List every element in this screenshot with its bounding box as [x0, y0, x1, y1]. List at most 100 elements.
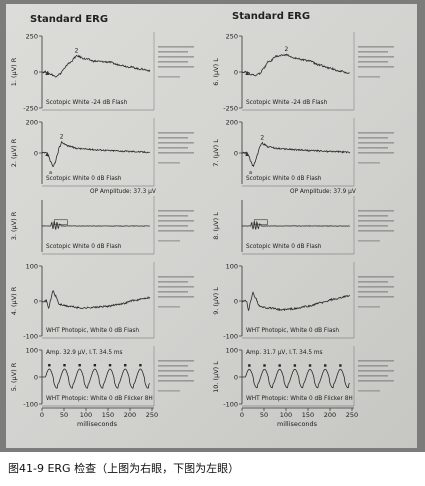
- y-tick-label: 0: [34, 298, 38, 306]
- table-text-line: [358, 230, 394, 232]
- measurement-table: [158, 46, 194, 78]
- y-tick-label: 100: [226, 263, 238, 271]
- table-text-line: [158, 306, 180, 308]
- table-text-line: [358, 291, 388, 293]
- a-wave-marker: a: [49, 170, 52, 176]
- y-tick-label: 200: [226, 119, 238, 127]
- erg-panel-1: 250 0 -250 1. (µV) R 2 Scotopic White -24 dB …: [10, 32, 194, 113]
- y-tick-label: 0: [234, 374, 238, 382]
- y-axis-label: 8. (µV) L: [212, 212, 220, 240]
- y-axis-label: 6. (µV) L: [212, 58, 220, 86]
- table-text-line: [358, 240, 380, 242]
- a-wave-marker: a: [249, 170, 252, 176]
- measurement-table: [358, 210, 394, 242]
- y-tick-label: -250: [223, 105, 238, 113]
- y-axis-label: 5. (µV) R: [10, 362, 18, 391]
- flicker-readout: Amp. 31.7 µV, I.T. 34.5 ms: [246, 350, 323, 356]
- table-text-line: [358, 276, 394, 278]
- table-text-line: [158, 240, 180, 242]
- table-text-line: [358, 375, 388, 377]
- x-tick-label: 200: [324, 411, 336, 419]
- table-text-line: [158, 230, 194, 232]
- y-axis-label: 3. (µV) R: [10, 211, 18, 240]
- table-text-line: [158, 46, 194, 48]
- table-text-line: [158, 380, 194, 382]
- waveform-2: [41, 140, 151, 168]
- table-text-line: [358, 152, 394, 154]
- table-text-line: [358, 306, 380, 308]
- waveform-10: [242, 368, 350, 389]
- y-tick-label: 200: [26, 119, 38, 127]
- table-text-line: [358, 225, 388, 227]
- erg-title-left: Standard ERG: [232, 11, 310, 22]
- panel-label: Scotopic White -24 dB Flash: [246, 100, 328, 106]
- op-marker-box: [254, 219, 268, 226]
- table-text-line: [158, 296, 194, 298]
- table-text-line: [158, 137, 188, 139]
- erg-panel-3: 3. (µV) R Scotopic White 0 dB Flash: [10, 196, 194, 255]
- flicker-peak-marker: [48, 364, 51, 367]
- table-text-line: [158, 215, 188, 217]
- table-text-line: [358, 137, 388, 139]
- y-tick-label: -100: [223, 401, 238, 409]
- y-tick-label: -250: [23, 105, 38, 113]
- y-axis-label: 2. (µV) R: [10, 138, 18, 167]
- table-text-line: [358, 76, 380, 78]
- table-text-line: [158, 291, 188, 293]
- flicker-peak-marker: [63, 364, 66, 367]
- flicker-peak-marker: [93, 364, 97, 367]
- y-tick-label: 0: [234, 298, 238, 306]
- flicker-peak-marker: [78, 364, 81, 367]
- x-tick-label: 0: [40, 411, 44, 419]
- table-text-line: [358, 147, 388, 149]
- flicker-peak-marker: [139, 364, 142, 367]
- panel-label: WHT Photopic: White 0 dB Flicker 8H: [46, 396, 153, 402]
- measurement-table: [158, 276, 194, 308]
- flicker-peak-marker: [339, 364, 342, 367]
- erg-panel-8: 8. (µV) L Scotopic White 0 dB Flash: [212, 196, 394, 255]
- erg-title-right: Standard ERG: [30, 14, 108, 25]
- y-axis-label: 9. (µV) L: [212, 287, 220, 315]
- x-tick-label: 50: [60, 411, 68, 419]
- table-text-line: [158, 147, 188, 149]
- y-tick-label: 100: [226, 347, 238, 355]
- erg-printout: Standard ERG 250 0 -250 1. (µV) R 2 Scotopic W…: [6, 4, 417, 448]
- measurement-table: [158, 210, 194, 242]
- table-text-line: [158, 162, 180, 164]
- flicker-peak-marker: [108, 364, 112, 367]
- op-marker-box: [54, 219, 68, 226]
- erg-panel-9: 100 0 -100 9. (µV) L WHT Photopic, White 0 d…: [212, 262, 394, 341]
- trough-marker: [45, 152, 50, 156]
- x-tick-label: 100: [80, 411, 92, 419]
- measurement-table: [158, 360, 194, 392]
- table-text-line: [358, 360, 394, 362]
- panel-label: WHT Photopic: White 0 dB Flicker 8H: [246, 396, 353, 402]
- x-tick-label: 150: [102, 411, 114, 419]
- table-text-line: [358, 390, 380, 392]
- y-tick-label: 0: [34, 150, 38, 158]
- x-tick-label: 50: [260, 411, 268, 419]
- waveform-8: [241, 220, 350, 230]
- table-text-line: [158, 51, 188, 53]
- x-tick-label: 100: [280, 411, 292, 419]
- panel-label: Scotopic White 0 dB Flash: [246, 176, 322, 182]
- table-text-line: [358, 132, 394, 134]
- table-text-line: [358, 220, 394, 222]
- flicker-peak-marker: [263, 364, 266, 367]
- panel-label: Scotopic White 0 dB Flash: [46, 244, 122, 250]
- y-tick-label: -100: [23, 333, 38, 341]
- table-text-line: [358, 281, 388, 283]
- y-tick-label: 0: [234, 150, 238, 158]
- table-text-line: [158, 281, 188, 283]
- table-text-line: [158, 286, 194, 288]
- y-axis-label: 7. (µV) L: [212, 139, 220, 167]
- y-tick-label: -100: [23, 401, 38, 409]
- x-tick-label: 150: [302, 411, 314, 419]
- flicker-peak-marker: [324, 364, 327, 367]
- x-axis-label: milliseconds: [77, 420, 118, 428]
- table-text-line: [158, 225, 188, 227]
- measurement-table: [158, 132, 194, 164]
